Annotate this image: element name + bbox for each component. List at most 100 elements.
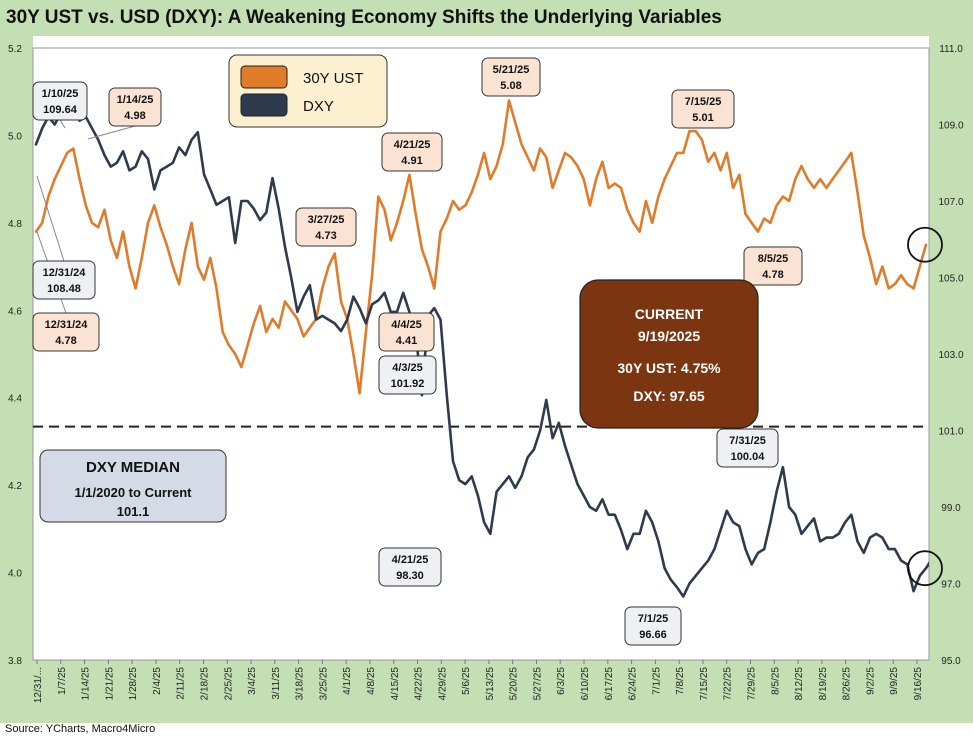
annotation-date: 7/15/25 [685, 96, 722, 108]
annotation-date: 1/10/25 [42, 88, 79, 100]
annotation-date: 1/14/25 [117, 94, 154, 106]
annotation-date: 4/21/25 [392, 554, 429, 566]
annotation-box [295, 207, 357, 247]
annotation-leader [59, 119, 66, 129]
annotations: 1/10/25 109.64 1/14/25 4.98 12/31/24 108.48 12… [32, 57, 803, 646]
x-tick-label: 8/5/25 [770, 667, 781, 695]
end-circles [907, 226, 943, 587]
x-tick-label: 7/22/25 [723, 667, 734, 701]
median-box [39, 449, 227, 523]
x-axis: 12/31/... 1/7/25 1/14/25 1/21/25 1/28/25 2/4/… [33, 660, 924, 703]
series-line-dxy [34, 98, 929, 598]
left-tick-label: 3.8 [8, 656, 22, 667]
annotation-box [743, 246, 803, 286]
annotation-value: 4.78 [762, 269, 783, 281]
right-tick-label: 95.0 [941, 656, 961, 667]
annotation-box [32, 81, 88, 121]
median-period: 1/1/2020 to Current [74, 485, 192, 500]
ust-current-circle [907, 226, 943, 263]
annotation-date: 4/21/25 [394, 139, 431, 151]
x-tick-label: 2/4/25 [152, 667, 163, 695]
x-tick-label: 5/27/25 [532, 667, 543, 701]
x-tick-label: 4/1/25 [342, 667, 353, 695]
annotation-box [378, 355, 437, 395]
current-ust: 30Y UST: 4.75% [617, 360, 721, 376]
x-tick-label: 6/10/25 [580, 667, 591, 701]
left-tick-label: 4.8 [8, 219, 22, 230]
x-tick-label: 3/25/25 [318, 667, 329, 701]
annotation-date: 4/3/25 [392, 362, 423, 374]
x-tick-label: 3/11/25 [271, 667, 282, 700]
annotation-date: 7/1/25 [638, 613, 669, 625]
annotation-value: 101.92 [391, 378, 425, 390]
current-heading: CURRENT [635, 306, 704, 322]
title-bar: 30Y UST vs. USD (DXY): A Weakening Econo… [0, 0, 973, 36]
right-tick-label: 101.0 [938, 427, 963, 438]
annotation-value: 96.66 [639, 629, 667, 641]
current-date: 9/19/2025 [638, 328, 700, 344]
annotation-date: 5/21/25 [493, 64, 530, 76]
x-tick-label: 6/17/25 [604, 667, 615, 701]
x-tick-label: 1/28/25 [128, 667, 139, 701]
annotation-value: 4.73 [315, 230, 336, 242]
legend: 30Y UST DXY [228, 54, 388, 128]
current-box [579, 279, 759, 429]
x-tick-label: 9/9/25 [889, 667, 900, 695]
x-tick-label: 1/21/25 [104, 667, 115, 701]
right-axis: 111.0 109.0 107.0 105.0 103.0 101.0 99.0 97.0 95… [938, 44, 963, 667]
x-tick-label: 7/15/25 [699, 667, 710, 701]
right-tick-label: 105.0 [938, 274, 963, 285]
right-axis-band [929, 36, 973, 723]
median-heading: DXY MEDIAN [86, 459, 180, 476]
annotation-box [381, 132, 443, 172]
annotation-date: 7/31/25 [729, 435, 766, 447]
x-tick-label: 4/8/25 [366, 667, 377, 695]
left-axis-band [0, 36, 33, 723]
left-tick-label: 5.0 [8, 131, 22, 142]
dxy-current-circle [907, 550, 943, 587]
annotation-value: 5.01 [692, 112, 713, 124]
legend-label-ust: 30Y UST [303, 70, 364, 87]
annotation-date: 8/5/25 [758, 253, 789, 265]
bottom-axis-band [0, 660, 973, 723]
annotation-value: 4.91 [401, 155, 422, 167]
annotation-box [671, 89, 735, 129]
annotation-box [32, 260, 96, 300]
right-tick-label: 107.0 [938, 197, 963, 208]
left-tick-label: 4.6 [8, 306, 22, 317]
right-tick-label: 111.0 [939, 44, 963, 55]
current-dxy: DXY: 97.65 [633, 388, 705, 404]
x-tick-label: 6/24/25 [628, 667, 639, 701]
left-axis: 5.2 5.0 4.8 4.6 4.4 4.2 4.0 3.8 [8, 44, 22, 667]
right-tick-label: 97.0 [941, 580, 961, 591]
right-tick-label: 99.0 [941, 503, 961, 514]
x-tick-label: 8/19/25 [818, 667, 829, 701]
annotation-box [108, 87, 162, 127]
annotation-date: 3/27/25 [308, 214, 345, 226]
annotation-box [378, 547, 442, 587]
x-tick-label: 6/3/25 [556, 667, 567, 695]
median-value: 101.1 [117, 504, 150, 519]
annotation-value: 98.30 [396, 570, 424, 582]
annotation-leader [87, 125, 136, 140]
chart-title: 30Y UST vs. USD (DXY): A Weakening Econo… [6, 7, 722, 28]
x-tick-label: 5/6/25 [461, 667, 472, 695]
x-tick-label: 8/26/25 [842, 667, 853, 701]
annotation-value: 4.41 [396, 335, 417, 347]
series-lines [34, 98, 929, 598]
annotation-leader [36, 175, 65, 262]
annotation-box [716, 428, 779, 468]
series-line-30y-ust [34, 99, 928, 395]
legend-label-dxy: DXY [303, 98, 334, 115]
source-note: Source: YCharts, Macro4Micro [5, 723, 156, 735]
annotation-value: 108.48 [47, 283, 81, 295]
annotation-value: 4.98 [124, 110, 145, 122]
x-tick-label: 9/16/25 [913, 667, 924, 701]
x-tick-label: 2/25/25 [223, 667, 234, 701]
x-tick-label: 4/15/25 [390, 667, 401, 701]
x-tick-label: 8/12/25 [794, 667, 805, 701]
x-tick-label: 5/20/25 [509, 667, 520, 701]
annotation-value: 109.64 [43, 104, 78, 116]
annotation-value: 5.08 [500, 80, 521, 92]
annotation-box [481, 57, 541, 97]
